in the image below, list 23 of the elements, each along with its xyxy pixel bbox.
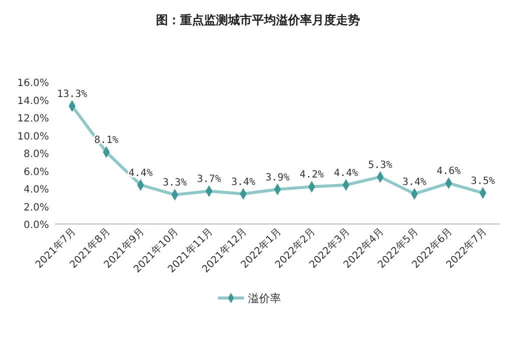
data-label: 4.4%	[334, 168, 358, 179]
data-label: 4.2%	[300, 170, 324, 181]
y-tick-label: 14.0%	[17, 96, 49, 107]
y-tick-label: 2.0%	[24, 202, 49, 214]
data-label: 3.9%	[265, 172, 290, 184]
data-label: 4.6%	[436, 166, 461, 178]
data-label: 5.3%	[368, 160, 392, 171]
y-tick-label: 6.0%	[24, 166, 49, 178]
data-label: 3.4%	[402, 176, 426, 188]
y-tick-label: 4.0%	[24, 184, 49, 196]
data-label: 3.3%	[162, 178, 187, 189]
y-tick-label: 12.0%	[17, 114, 49, 124]
data-label: 3.7%	[196, 174, 222, 186]
chart-title: 图：重点监测城市平均溢价率月度走势	[156, 13, 360, 27]
data-label: 13.3%	[57, 88, 88, 100]
y-tick-label: 10.0%	[17, 131, 49, 142]
legend-label: 溢价率	[248, 292, 281, 305]
data-label: 3.4%	[231, 176, 256, 188]
y-tick-label: 8.0%	[24, 149, 49, 160]
y-tick-label: 16.0%	[17, 78, 49, 89]
y-tick-label: 0.0%	[24, 220, 49, 231]
data-label: 3.5%	[470, 176, 495, 187]
data-label: 4.4%	[128, 168, 153, 179]
